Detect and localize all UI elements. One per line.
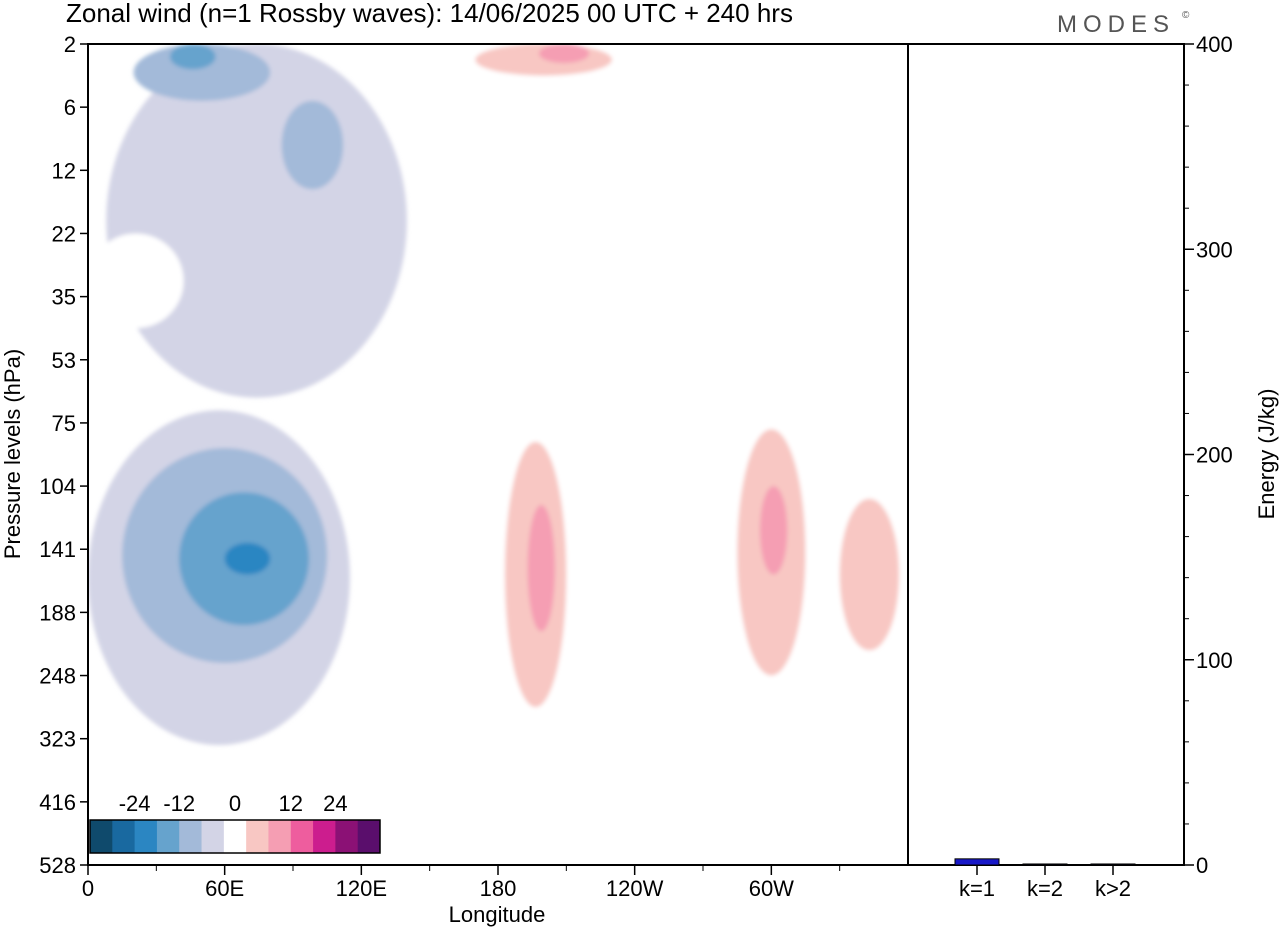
chart-title: Zonal wind (n=1 Rossby waves): 14/06/202… xyxy=(66,0,793,28)
westerly-anomaly-region xyxy=(527,505,555,632)
modes-logo: MODES © xyxy=(1057,10,1190,38)
colorbar: -24 -12 0 12 24 xyxy=(89,791,381,854)
westerly-anomaly-region xyxy=(759,486,788,575)
heatmap-regions xyxy=(88,44,908,764)
energy-bar xyxy=(1090,863,1136,866)
easterly-anomaly-region xyxy=(133,44,271,101)
energy-category-label: k=2 xyxy=(1027,876,1063,901)
westerly-anomaly-region xyxy=(539,44,590,63)
y-tick-label: 6 xyxy=(64,95,76,120)
energy-bar xyxy=(1022,863,1068,866)
logo-mark: © xyxy=(1182,10,1190,21)
y-tick-label: 248 xyxy=(39,664,76,689)
x-axis-label: Longitude xyxy=(449,902,546,927)
colorbar-swatch xyxy=(335,820,359,853)
energy-tick-label: 200 xyxy=(1196,443,1233,468)
colorbar-swatch xyxy=(313,820,336,853)
colorbar-swatch xyxy=(201,820,225,853)
y-tick-label: 22 xyxy=(52,221,76,246)
energy-frame xyxy=(907,43,1185,866)
westerly-anomaly-region xyxy=(771,75,908,183)
colorbar-swatch xyxy=(112,820,136,853)
colorbar-swatch xyxy=(223,820,247,853)
colorbar-swatch xyxy=(290,820,314,853)
colorbar-tick-label: -12 xyxy=(163,791,195,816)
colorbar-swatch xyxy=(90,820,113,853)
easterly-anomaly-region xyxy=(281,100,344,190)
easterly-anomaly-region xyxy=(170,44,216,70)
westerly-anomaly-region xyxy=(88,107,100,177)
colorbar-frame xyxy=(89,819,381,854)
x-tick-label: 60E xyxy=(205,876,244,901)
x-tick-label: 180 xyxy=(480,876,517,901)
x-tick-label: 120W xyxy=(606,876,664,901)
energy-tick-label: 0 xyxy=(1196,853,1208,878)
colorbar-swatch xyxy=(179,820,203,853)
heatmap-axes: 0 60E 120E 180 120W 60W 2 6 12 22 35 53 75 104 141 188 2… xyxy=(39,32,841,901)
y-tick-label: 12 xyxy=(52,158,76,183)
colorbar-swatch xyxy=(134,820,158,853)
colorbar-tick-label: -24 xyxy=(119,791,151,816)
energy-tick-label: 300 xyxy=(1196,237,1233,262)
x-tick-label: 0 xyxy=(82,876,94,901)
energy-axes: 0 100 200 300 400 k=1 k=2 k>2 xyxy=(959,32,1233,901)
x-tick-label: 60W xyxy=(749,876,794,901)
y-tick-label: 141 xyxy=(39,537,76,562)
easterly-anomaly-region xyxy=(106,44,407,398)
y-tick-label: 528 xyxy=(39,853,76,878)
colorbar-swatch xyxy=(357,820,381,853)
colorbar-tick-label: 24 xyxy=(323,791,347,816)
y-axis-label: Pressure levels (hPa) xyxy=(0,349,25,559)
y-tick-label: 188 xyxy=(39,600,76,625)
y-tick-label: 75 xyxy=(52,411,76,436)
colorbar-tick-label: 0 xyxy=(229,791,241,816)
colorbar-swatch xyxy=(268,820,292,853)
y-tick-label: 104 xyxy=(39,474,76,499)
y-tick-label: 416 xyxy=(39,790,76,815)
energy-axis-label: Energy (J/kg) xyxy=(1254,389,1279,520)
logo-text: MODES xyxy=(1057,11,1175,38)
westerly-anomaly-region xyxy=(88,233,184,329)
energy-category-label: k>2 xyxy=(1095,876,1131,901)
energy-category-label: k=1 xyxy=(959,876,995,901)
heatmap-plot-area xyxy=(88,44,908,764)
y-tick-label: 35 xyxy=(52,285,76,310)
y-tick-label: 2 xyxy=(64,32,76,57)
energy-bar-area xyxy=(954,858,1136,866)
easterly-anomaly-region xyxy=(224,542,271,575)
energy-bar xyxy=(954,858,1000,866)
y-tick-label: 323 xyxy=(39,727,76,752)
westerly-anomaly-region xyxy=(839,498,899,651)
energy-tick-label: 100 xyxy=(1196,648,1233,673)
energy-tick-label: 400 xyxy=(1196,32,1233,57)
x-tick-label: 120E xyxy=(336,876,387,901)
colorbar-swatch xyxy=(156,820,180,853)
colorbar-swatch xyxy=(246,820,269,853)
colorbar-tick-label: 12 xyxy=(279,791,303,816)
y-tick-label: 53 xyxy=(52,348,76,373)
